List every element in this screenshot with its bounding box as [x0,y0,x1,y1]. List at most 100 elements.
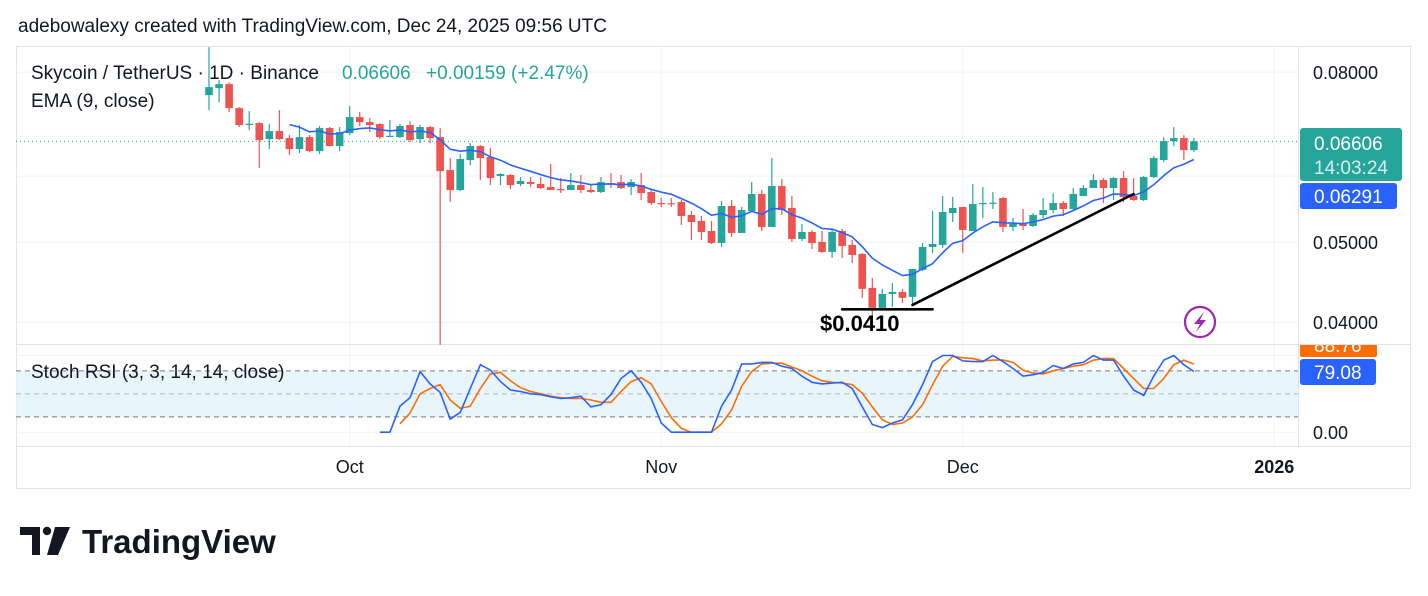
candle [1129,178,1138,202]
candle-body [979,203,987,205]
candle [707,220,716,244]
candle [1180,135,1188,161]
candle [506,174,515,190]
candle-body [948,207,957,214]
last-price-value: 0.06606 [342,63,411,84]
candle-body [677,201,686,216]
candle [768,158,776,227]
candle [1019,208,1027,230]
candle-body [486,157,495,179]
candle-body [757,193,766,227]
time-label-dec: Dec [947,457,979,477]
candle-body [667,203,676,205]
ema-value-tag: 0.06291 [1300,183,1397,209]
candle-body [265,131,274,140]
candle [1170,127,1178,147]
ema-line [289,123,1195,277]
candle-body [1009,223,1017,227]
price-label-0.04: 0.04000 [1313,313,1378,333]
candle-body [215,84,223,89]
candle-body [858,253,867,289]
candle [366,118,374,133]
time-label-oct: Oct [336,457,364,477]
candle-body [888,291,897,294]
lightning-icon[interactable] [1183,305,1217,339]
candle [687,211,696,240]
candle-body [366,122,374,126]
candle [225,82,233,113]
candle [396,124,404,139]
candle-body [416,127,424,140]
candle [808,229,816,249]
candle [1089,174,1098,189]
candle-body [1089,180,1098,189]
ema-legend[interactable]: EMA (9, close) [31,91,155,112]
candle-body [376,124,384,138]
grid [16,46,1298,446]
stoch-d-value: 88.76 [1314,336,1362,357]
price-label-0.05: 0.05000 [1313,233,1378,253]
candle-body [1029,215,1037,226]
symbol-title[interactable]: Skycoin / TetherUS · 1D · Binance [31,63,319,84]
candle [456,154,465,192]
candle [858,252,867,298]
candle-body [587,190,595,193]
stoch-d-line [399,355,1195,433]
candle-body [536,184,545,189]
candle [376,123,384,140]
candle [999,197,1007,232]
candle [335,127,344,152]
candle-body [567,185,575,191]
candle-body [235,108,243,126]
candle-body [516,180,525,185]
candle-body [828,231,836,252]
price-change-value: +0.00159 (+2.47%) [426,63,589,84]
stoch-k-value: 79.08 [1314,363,1362,384]
candle-body [868,287,877,308]
candle-body [878,293,887,308]
candle-body [597,182,605,193]
ema-value: 0.06291 [1314,187,1383,208]
drawings[interactable] [840,192,1135,311]
candle-body [1099,180,1108,189]
low-price-annotation[interactable]: $0.0410 [820,311,900,336]
price-label-0.08: 0.08000 [1313,63,1378,83]
candle [536,177,545,190]
candle [677,199,686,225]
candle [757,190,766,232]
candle-body [506,175,515,186]
candle [1059,201,1068,216]
candle-body [355,117,364,123]
stoch-k-line [379,354,1195,433]
stoch-rsi-legend[interactable]: Stoch RSI (3, 3, 14, 14, close) [31,362,284,383]
candle-body [1049,203,1057,211]
candle [255,122,264,169]
candle [265,124,274,150]
tradingview-logo[interactable]: TradingView [20,523,276,560]
time-axis[interactable]: Oct Nov Dec 2026 [336,457,1295,477]
candle [818,231,826,253]
candle [717,201,726,247]
candle [526,177,535,188]
candle [798,223,806,241]
candle-body [918,246,927,270]
candle-body [707,231,716,243]
last-price-tag-value: 0.06606 [1314,134,1383,155]
candle-body [1019,223,1027,226]
candle-body [436,137,444,172]
candle [355,112,364,127]
candle-body [637,185,645,194]
candle-body [1079,188,1088,197]
candle-body [1069,193,1078,209]
candle [587,185,595,194]
candle [898,288,907,303]
candle-body [938,212,947,245]
candle [1069,188,1078,211]
candle-body [657,203,666,205]
candle-body [768,186,776,227]
candle-body [335,132,344,147]
candle-body [818,241,826,252]
candle-body [255,123,264,141]
candle [1119,171,1128,202]
